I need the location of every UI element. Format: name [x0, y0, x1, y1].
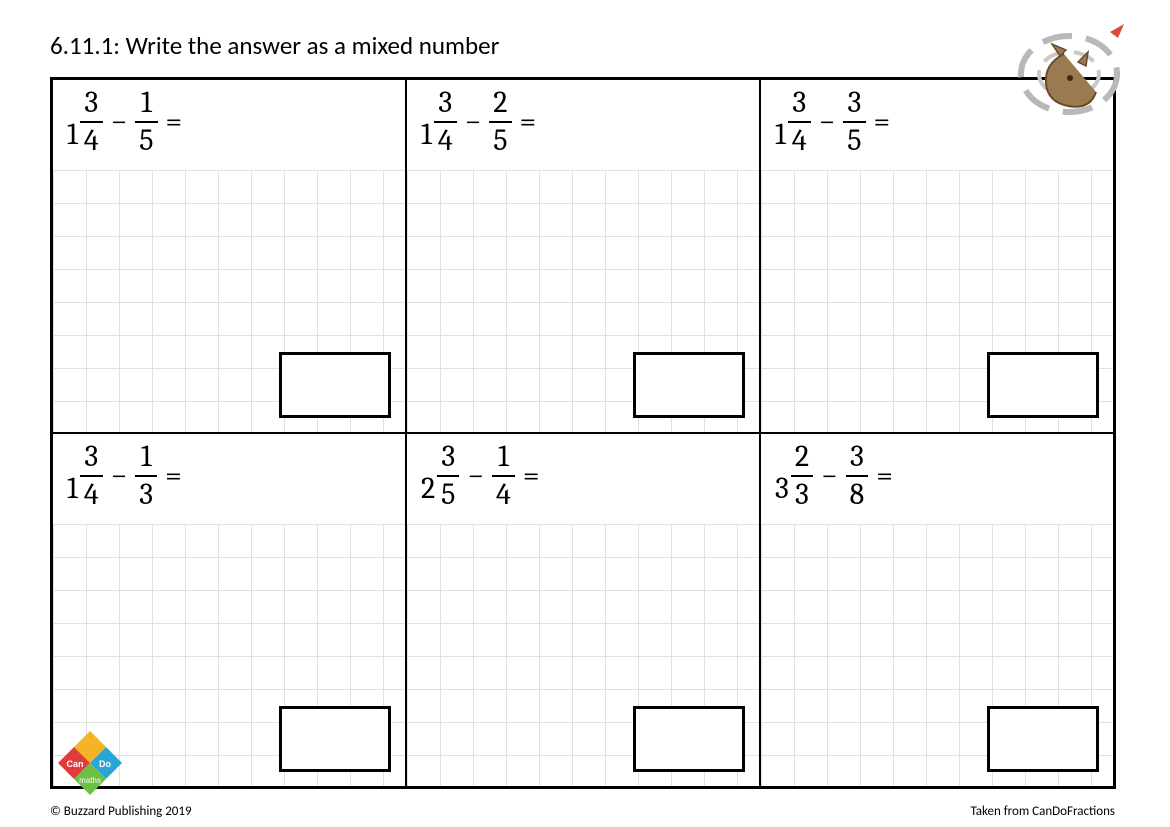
whole-number: 1: [67, 474, 78, 504]
equals: =: [866, 107, 899, 137]
expression: 1 3 4 − 1 5 =: [67, 88, 198, 156]
operator: −: [103, 461, 136, 491]
expression: 1 3 4 − 2 5 =: [421, 88, 552, 156]
expression: 1 3 4 − 1 3 =: [67, 442, 198, 510]
expression: 2 3 5 − 1 4 =: [421, 442, 555, 510]
problem-cell: 1 3 4 − 1 3 =: [52, 433, 406, 787]
worksheet-page: 6.11.1: Write the answer as a mixed numb…: [0, 0, 1170, 827]
problem-cell: 1 3 4 − 1 5 =: [52, 79, 406, 433]
answer-box[interactable]: [279, 352, 391, 418]
equals: =: [512, 107, 545, 137]
problem-cell: 1 3 4 − 3 5 =: [760, 79, 1114, 433]
fraction-1: 3 4: [80, 442, 103, 510]
fraction-1: 3 4: [788, 88, 811, 156]
fraction-2: 1 3: [135, 442, 157, 510]
whole-number: 1: [67, 120, 78, 150]
answer-box[interactable]: [633, 706, 745, 772]
operator: −: [459, 461, 492, 491]
problem-grid: 1 3 4 − 1 5 = 1 3: [50, 77, 1116, 789]
expression: 1 3 4 − 3 5 =: [775, 88, 906, 156]
whole-number: 1: [421, 120, 432, 150]
operator: −: [457, 107, 490, 137]
fraction-1: 3 4: [434, 88, 457, 156]
fraction-2: 2 5: [489, 88, 511, 156]
equals: =: [158, 107, 191, 137]
whole-number: 1: [775, 120, 786, 150]
answer-box[interactable]: [279, 706, 391, 772]
operator: −: [813, 461, 846, 491]
whole-number: 2: [421, 474, 435, 504]
whole-number: 3: [775, 474, 789, 504]
operator: −: [811, 107, 844, 137]
fraction-2: 1 5: [135, 88, 157, 156]
fraction-1: 3 4: [80, 88, 103, 156]
footer-copyright: © Buzzard Publishing 2019: [50, 804, 192, 819]
answer-box[interactable]: [987, 352, 1099, 418]
problem-cell: 3 2 3 − 3 8 =: [760, 433, 1114, 787]
equals: =: [868, 461, 901, 491]
fraction-2: 1 4: [492, 442, 515, 510]
equals: =: [157, 461, 190, 491]
problem-cell: 1 3 4 − 2 5 =: [406, 79, 760, 433]
footer-source: Taken from CanDoFractions: [970, 804, 1115, 819]
fraction-2: 3 8: [846, 442, 869, 510]
operator: −: [103, 107, 136, 137]
equals: =: [515, 461, 548, 491]
page-title: 6.11.1: Write the answer as a mixed numb…: [50, 30, 1120, 61]
fraction-1: 2 3: [791, 442, 813, 510]
problem-cell: 2 3 5 − 1 4 =: [406, 433, 760, 787]
fraction-1: 3 5: [437, 442, 459, 510]
answer-box[interactable]: [987, 706, 1099, 772]
fraction-2: 3 5: [843, 88, 865, 156]
answer-box[interactable]: [633, 352, 745, 418]
expression: 3 2 3 − 3 8 =: [775, 442, 909, 510]
